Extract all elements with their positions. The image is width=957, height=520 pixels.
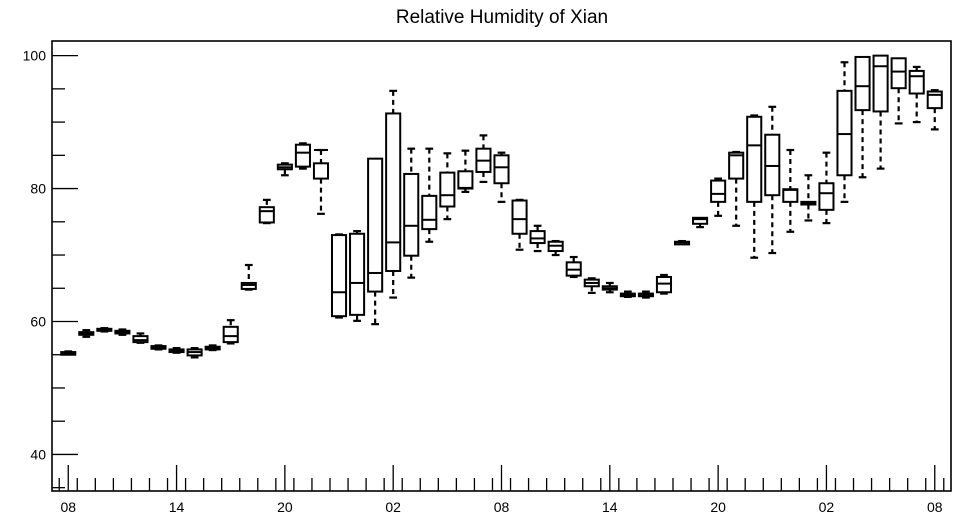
box-item <box>312 148 330 215</box>
x-tick-label: 14 <box>169 499 185 515</box>
x-tick-label: 02 <box>819 499 835 515</box>
box-item <box>908 65 925 124</box>
box-item <box>349 230 366 322</box>
box-item <box>764 105 781 255</box>
box-body <box>403 172 420 257</box>
y-tick-label: 80 <box>30 181 46 197</box>
box-item <box>565 255 582 279</box>
box-item <box>926 89 943 131</box>
box-series <box>60 54 943 359</box>
box-item <box>619 290 636 299</box>
box-body <box>294 143 311 168</box>
box-item <box>403 147 420 279</box>
box-body <box>258 206 275 224</box>
box-item <box>728 150 745 227</box>
box-item <box>836 61 853 203</box>
box-body <box>330 234 348 318</box>
box-item <box>872 54 889 170</box>
plot-frame <box>51 40 952 492</box>
box-item <box>637 290 654 299</box>
box-item <box>114 328 131 336</box>
box-item <box>132 332 149 344</box>
x-tick-label: 20 <box>710 499 726 515</box>
x-tick-label: 14 <box>602 499 618 515</box>
box-body <box>529 230 546 245</box>
x-tick-label: 20 <box>277 499 293 515</box>
box-item <box>710 177 727 217</box>
x-tick-label: 08 <box>494 499 510 515</box>
box-body <box>511 199 528 235</box>
box-item <box>96 327 113 333</box>
box-body <box>908 69 925 95</box>
box-item <box>168 346 185 354</box>
box-item <box>439 152 456 221</box>
box-item <box>583 277 600 295</box>
box-body <box>222 325 239 344</box>
box-body <box>818 182 835 211</box>
box-item <box>493 151 510 203</box>
box-item <box>385 89 402 299</box>
y-tick-label: 40 <box>30 446 46 462</box>
box-body <box>439 171 456 208</box>
box-item <box>60 350 77 356</box>
box-body <box>854 55 871 112</box>
box-item <box>457 149 474 193</box>
box-body <box>692 216 709 225</box>
box-item <box>367 157 384 326</box>
box-body <box>312 162 330 180</box>
box-body <box>349 232 366 316</box>
box-body <box>890 57 907 90</box>
chart-title: Relative Humidity of Xian <box>396 7 608 28</box>
box-item <box>240 263 257 291</box>
box-body <box>493 154 510 185</box>
box-item <box>258 198 275 225</box>
box-item <box>601 281 618 294</box>
box-item <box>78 329 95 338</box>
box-body <box>746 115 763 203</box>
y-axis: 40 60 80 100 <box>23 48 78 489</box>
box-item <box>421 147 438 243</box>
box-body <box>728 151 745 180</box>
box-item <box>746 114 763 259</box>
box-item <box>692 216 709 229</box>
box-item <box>782 148 799 233</box>
box-item <box>547 239 564 257</box>
box-item <box>673 239 691 246</box>
box-item <box>800 174 817 222</box>
box-item <box>330 233 348 319</box>
box-item <box>655 273 673 295</box>
box-item <box>475 134 492 184</box>
x-tick-label: 08 <box>927 499 943 515</box>
box-item <box>818 151 835 225</box>
box-item <box>150 344 167 351</box>
box-body <box>385 112 402 272</box>
box-item <box>854 55 871 179</box>
y-tick-label: 100 <box>23 48 47 64</box>
box-item <box>890 57 907 125</box>
box-item <box>222 319 239 345</box>
box-item <box>276 162 293 177</box>
box-body <box>782 188 799 203</box>
box-item <box>529 224 546 253</box>
box-item <box>204 344 221 352</box>
box-body <box>421 194 438 231</box>
box-body <box>872 54 889 113</box>
box-item <box>186 346 203 359</box>
y-tick-label: 60 <box>30 314 46 330</box>
x-axis: 08 14 20 02 08 14 20 02 08 <box>58 465 945 515</box>
x-tick-label: 02 <box>385 499 401 515</box>
box-body <box>457 170 474 190</box>
box-body <box>710 179 727 203</box>
box-item <box>511 198 528 251</box>
box-item <box>294 142 311 170</box>
x-tick-label: 08 <box>60 499 76 515</box>
box-body <box>367 157 384 293</box>
